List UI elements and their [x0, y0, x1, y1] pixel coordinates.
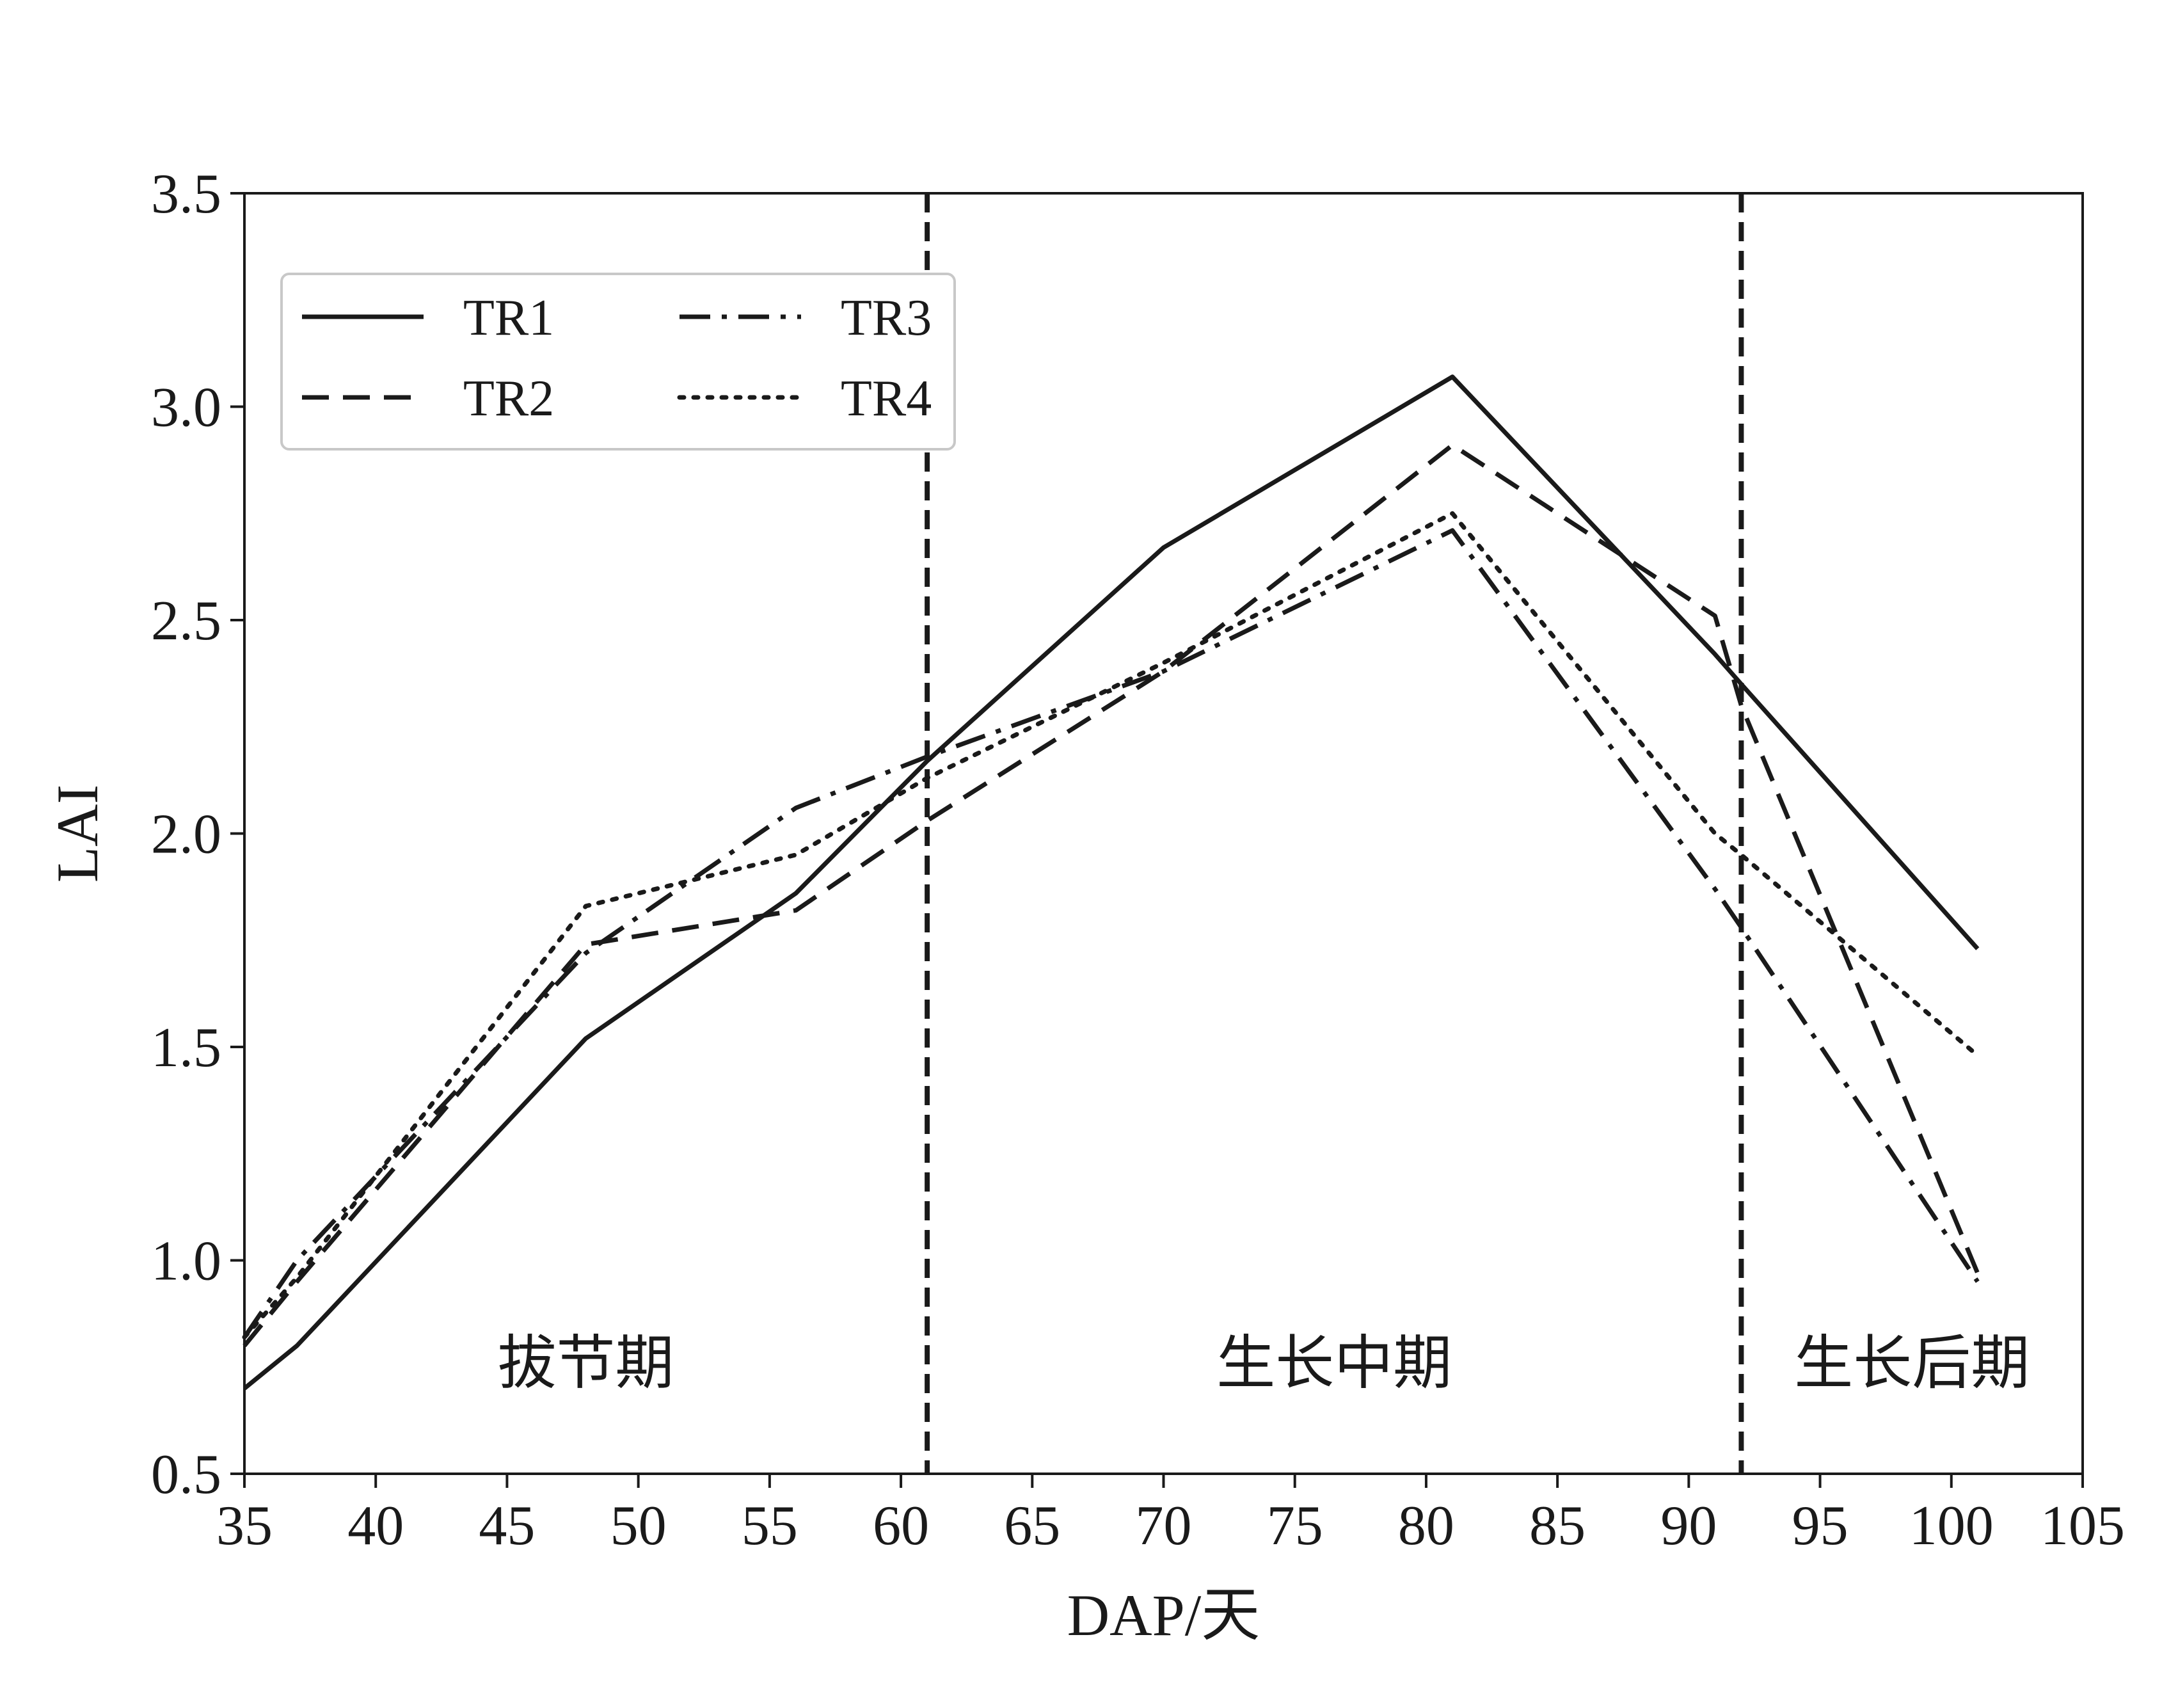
axes: 35 40 45 50 55 60 65 70 75 80 85 90 95 100 105 0.5 1.0 1.…	[151, 163, 2125, 1557]
x-axis-title: DAP/天	[1067, 1583, 1260, 1648]
series-line-tr3	[242, 528, 1980, 1339]
x-tick-label-6: 65	[1004, 1495, 1060, 1557]
series-line-tr1	[242, 374, 1980, 1391]
x-tick-label-12: 95	[1792, 1495, 1848, 1557]
series-line-tr4	[242, 511, 1980, 1340]
x-tick-label-2: 45	[479, 1495, 535, 1557]
legend-label-tr2: TR2	[463, 371, 554, 427]
y-tick-label-3: 2.0	[151, 804, 221, 866]
y-tick-label-0: 0.5	[151, 1444, 221, 1506]
y-tick-label-1: 1.0	[151, 1231, 221, 1293]
y-tick-label-2: 1.5	[151, 1017, 221, 1079]
x-tick-label-4: 55	[742, 1495, 798, 1557]
x-tick-label-1: 40	[347, 1495, 404, 1557]
x-tick-label-10: 85	[1529, 1495, 1586, 1557]
x-tick-label-13: 100	[1909, 1495, 1994, 1557]
x-tick-label-7: 70	[1136, 1495, 1192, 1557]
legend-box	[280, 273, 956, 451]
legend-label-tr3: TR3	[841, 290, 932, 346]
legend: TR1 TR2 TR3 TR4	[280, 273, 956, 451]
series-lines	[242, 374, 1980, 1391]
x-tick-label-0: 35	[216, 1495, 273, 1557]
x-tick-label-14: 105	[2040, 1495, 2125, 1557]
x-tick-label-8: 75	[1267, 1495, 1323, 1557]
y-tick-label-6: 3.5	[151, 163, 221, 225]
y-tick-label-4: 2.5	[151, 590, 221, 652]
x-tick-label-3: 50	[610, 1495, 667, 1557]
x-tick-label-11: 90	[1660, 1495, 1717, 1557]
legend-label-tr1: TR1	[463, 290, 554, 346]
phase-label-0: 拔节期	[498, 1329, 674, 1398]
y-tick-label-5: 3.0	[151, 377, 221, 439]
y-axis-title: LAI	[45, 785, 110, 882]
x-tick-label-5: 60	[873, 1495, 929, 1557]
legend-label-tr4: TR4	[841, 371, 932, 427]
x-tick-label-9: 80	[1398, 1495, 1454, 1557]
phase-boundaries	[925, 193, 1744, 1474]
phase-labels: 拔节期 生长中期 生长后期	[498, 1329, 2030, 1398]
phase-label-2: 生长后期	[1794, 1329, 2030, 1398]
phase-label-1: 生长中期	[1216, 1329, 1452, 1398]
series-line-tr2	[242, 443, 1980, 1348]
